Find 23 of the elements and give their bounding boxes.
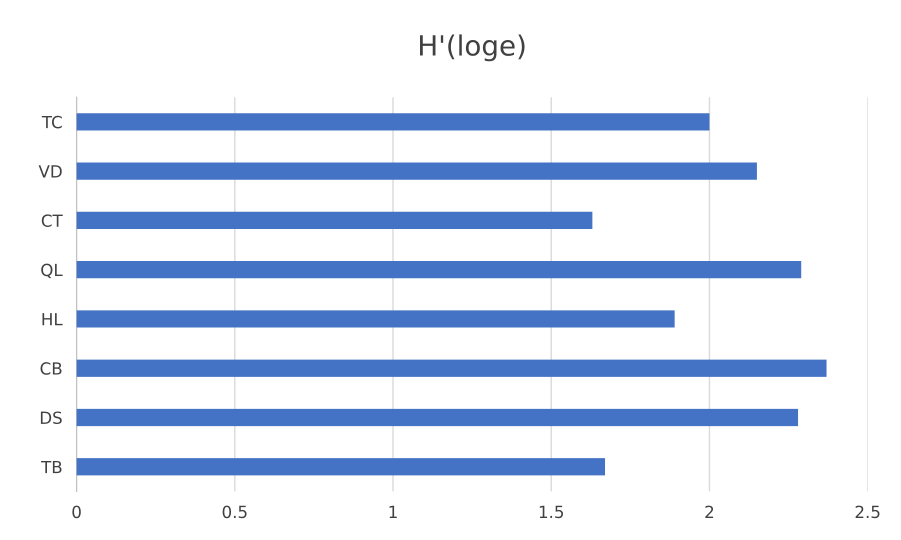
bar	[76, 360, 827, 377]
x-tick-label: 2.5	[856, 506, 880, 518]
x-tick-label: 0	[72, 506, 81, 518]
y-tick-label: DS	[40, 411, 62, 424]
bar	[76, 458, 606, 476]
x-tick-label: 1	[390, 506, 397, 518]
bar	[76, 310, 675, 328]
y-tick-label: CB	[40, 362, 62, 375]
x-tick-label: 0.5	[222, 506, 247, 518]
chart-title: H'(loge)	[420, 34, 525, 62]
bar	[76, 212, 592, 230]
bar	[76, 261, 802, 278]
x-tick-label: 2	[705, 506, 714, 518]
y-tick-label: VD	[38, 165, 62, 178]
bar	[76, 162, 757, 180]
bar	[76, 113, 710, 130]
y-tick-label: HL	[42, 313, 63, 326]
y-tick-label: CT	[42, 214, 63, 227]
y-tick-label: TB	[41, 460, 62, 474]
y-tick-label: TC	[42, 116, 62, 128]
y-tick-label: QL	[41, 264, 63, 278]
bar	[76, 408, 798, 426]
x-tick-label: 1.5	[540, 506, 564, 518]
